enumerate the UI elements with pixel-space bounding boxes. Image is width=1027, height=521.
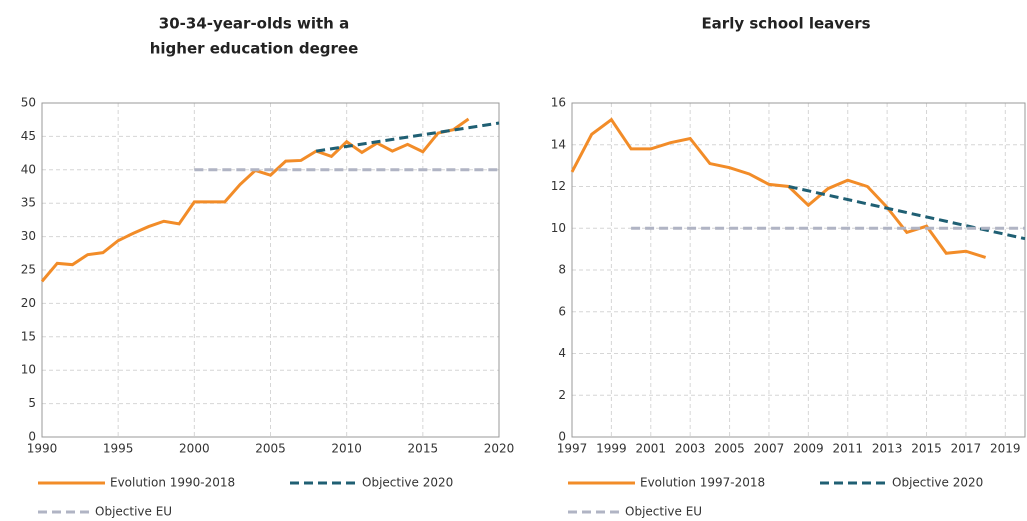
x-tick-label: 2005 — [255, 442, 286, 456]
chart-title: Early school leavers — [701, 15, 870, 33]
x-tick-label: 2013 — [872, 442, 903, 456]
x-tick-label: 2000 — [179, 442, 210, 456]
y-tick-label: 12 — [551, 179, 566, 193]
x-tick-label: 2001 — [636, 442, 667, 456]
legend-label: Objective EU — [95, 505, 172, 519]
y-tick-label: 50 — [21, 96, 36, 110]
x-tick-label: 2003 — [675, 442, 706, 456]
x-tick-label: 2011 — [832, 442, 863, 456]
legend-label: Evolution 1990-2018 — [110, 476, 235, 490]
x-tick-label: 1997 — [557, 442, 588, 456]
x-tick-label: 2009 — [793, 442, 824, 456]
plot-frame — [571, 102, 1026, 438]
x-tick-label: 2007 — [754, 442, 785, 456]
plot-frame — [41, 102, 500, 438]
x-tick-label: 2020 — [484, 442, 515, 456]
y-tick-label: 35 — [21, 196, 36, 210]
y-tick-label: 15 — [21, 329, 36, 343]
legend-label: Evolution 1997-2018 — [640, 476, 765, 490]
legend-label: Objective EU — [625, 505, 702, 519]
y-tick-label: 40 — [21, 162, 36, 176]
y-tick-label: 25 — [21, 263, 36, 277]
y-tick-label: 45 — [21, 129, 36, 143]
x-tick-label: 2019 — [990, 442, 1021, 456]
y-tick-label: 4 — [558, 346, 566, 360]
y-tick-label: 8 — [558, 263, 566, 277]
x-tick-label: 1990 — [27, 442, 58, 456]
y-tick-label: 5 — [28, 396, 36, 410]
y-tick-label: 14 — [551, 137, 566, 151]
x-tick-label: 1995 — [103, 442, 134, 456]
series-line — [315, 121, 500, 153]
chart-title: higher education degree — [150, 40, 359, 58]
series-line — [788, 185, 1026, 241]
legend-label: Objective 2020 — [362, 476, 453, 490]
x-tick-label: 1999 — [596, 442, 627, 456]
y-tick-label: 30 — [21, 229, 36, 243]
x-tick-label: 2005 — [714, 442, 745, 456]
legend-label: Objective 2020 — [892, 476, 983, 490]
series-line — [570, 117, 987, 259]
y-tick-label: 16 — [551, 96, 566, 110]
series-line — [40, 117, 470, 283]
y-tick-label: 6 — [558, 304, 566, 318]
y-tick-label: 0 — [558, 430, 566, 444]
y-tick-label: 2 — [558, 388, 566, 402]
x-tick-label: 2017 — [951, 442, 982, 456]
y-tick-label: 10 — [21, 363, 36, 377]
x-tick-label: 2015 — [408, 442, 439, 456]
y-tick-label: 20 — [21, 296, 36, 310]
y-tick-label: 10 — [551, 221, 566, 235]
chart-title: 30-34-year-olds with a — [159, 15, 349, 33]
x-tick-label: 2015 — [911, 442, 942, 456]
x-tick-label: 2010 — [331, 442, 362, 456]
y-tick-label: 0 — [28, 430, 36, 444]
